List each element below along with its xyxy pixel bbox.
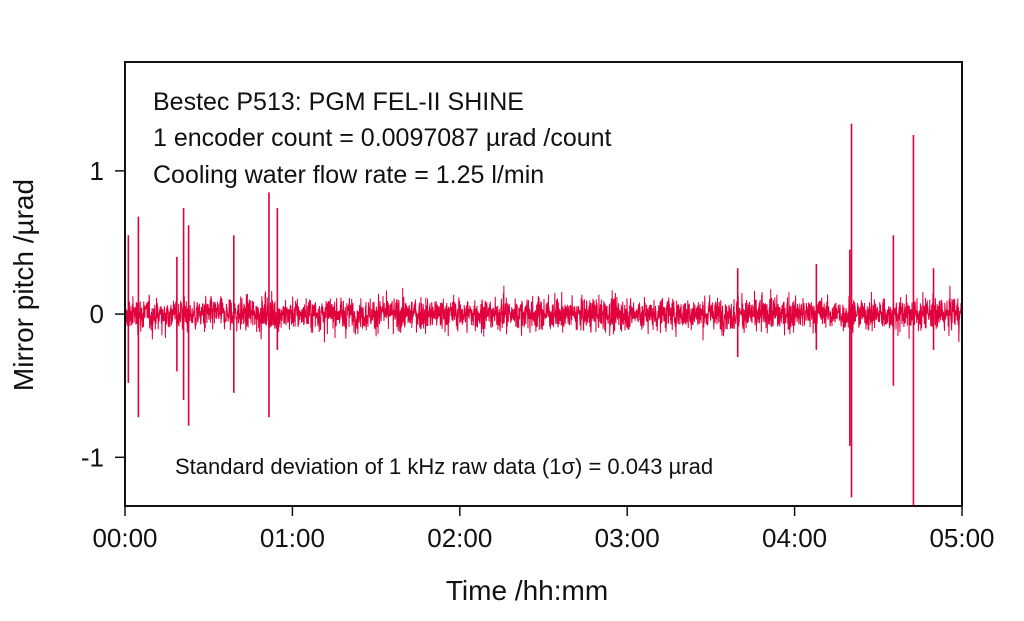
y-tick-label: -1 [81, 442, 104, 472]
x-tick-label: 03:00 [595, 523, 660, 553]
y-tick-label: 0 [90, 299, 104, 329]
plot-frame [124, 61, 963, 507]
y-axis-title: Mirror pitch /µrad [8, 179, 39, 391]
x-axis-title: Time /hh:mm [446, 575, 608, 606]
annotation-instrument: Bestec P513: PGM FEL-II SHINE [153, 88, 524, 116]
axis-ticks: 00:00 01:00 02:00 03:00 04:00 05:00 1 0 -1 [81, 156, 995, 553]
data-layer [124, 123, 963, 506]
signal-trace [124, 285, 963, 343]
x-tick-label: 05:00 [929, 523, 994, 553]
annotation-std-dev: Standard deviation of 1 kHz raw data (1σ… [175, 454, 713, 479]
x-tick-label: 01:00 [260, 523, 325, 553]
annotation-encoder: 1 encoder count = 0.0097087 µrad /count [153, 124, 612, 152]
x-tick-label: 00:00 [92, 523, 157, 553]
annotation-cooling: Cooling water flow rate = 1.25 l/min [153, 161, 544, 189]
x-tick-label: 04:00 [762, 523, 827, 553]
x-tick-label: 02:00 [427, 523, 492, 553]
y-tick-label: 1 [90, 156, 104, 186]
